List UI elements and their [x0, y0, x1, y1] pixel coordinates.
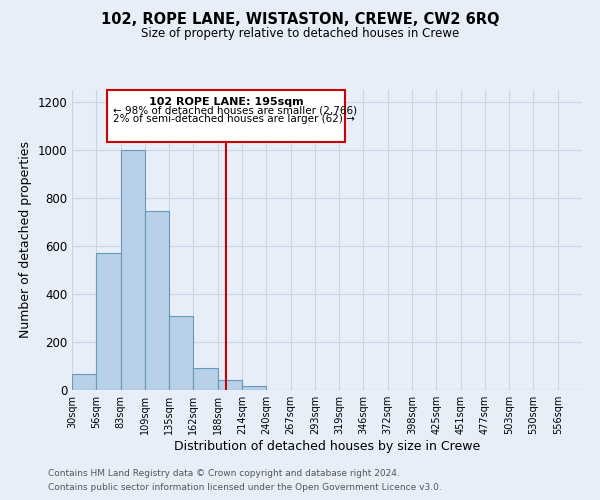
Bar: [72, 374, 96, 390]
Text: Contains HM Land Registry data © Crown copyright and database right 2024.: Contains HM Land Registry data © Crown c…: [48, 468, 400, 477]
Text: Contains public sector information licensed under the Open Government Licence v3: Contains public sector information licen…: [48, 484, 442, 492]
Text: 2% of semi-detached houses are larger (62) →: 2% of semi-detached houses are larger (6…: [113, 114, 355, 124]
Text: Size of property relative to detached houses in Crewe: Size of property relative to detached ho…: [141, 28, 459, 40]
Y-axis label: Number of detached properties: Number of detached properties: [19, 142, 32, 338]
Bar: [242, 386, 266, 390]
Bar: [121, 150, 145, 390]
Bar: [145, 211, 169, 390]
FancyBboxPatch shape: [107, 90, 345, 142]
Text: 102 ROPE LANE: 195sqm: 102 ROPE LANE: 195sqm: [149, 97, 304, 107]
Text: 102, ROPE LANE, WISTASTON, CREWE, CW2 6RQ: 102, ROPE LANE, WISTASTON, CREWE, CW2 6R…: [101, 12, 499, 28]
X-axis label: Distribution of detached houses by size in Crewe: Distribution of detached houses by size …: [174, 440, 480, 453]
Bar: [218, 380, 242, 390]
Bar: [96, 253, 121, 390]
Text: ← 98% of detached houses are smaller (2,766): ← 98% of detached houses are smaller (2,…: [113, 106, 357, 116]
Bar: [193, 368, 218, 390]
Bar: [169, 316, 193, 390]
